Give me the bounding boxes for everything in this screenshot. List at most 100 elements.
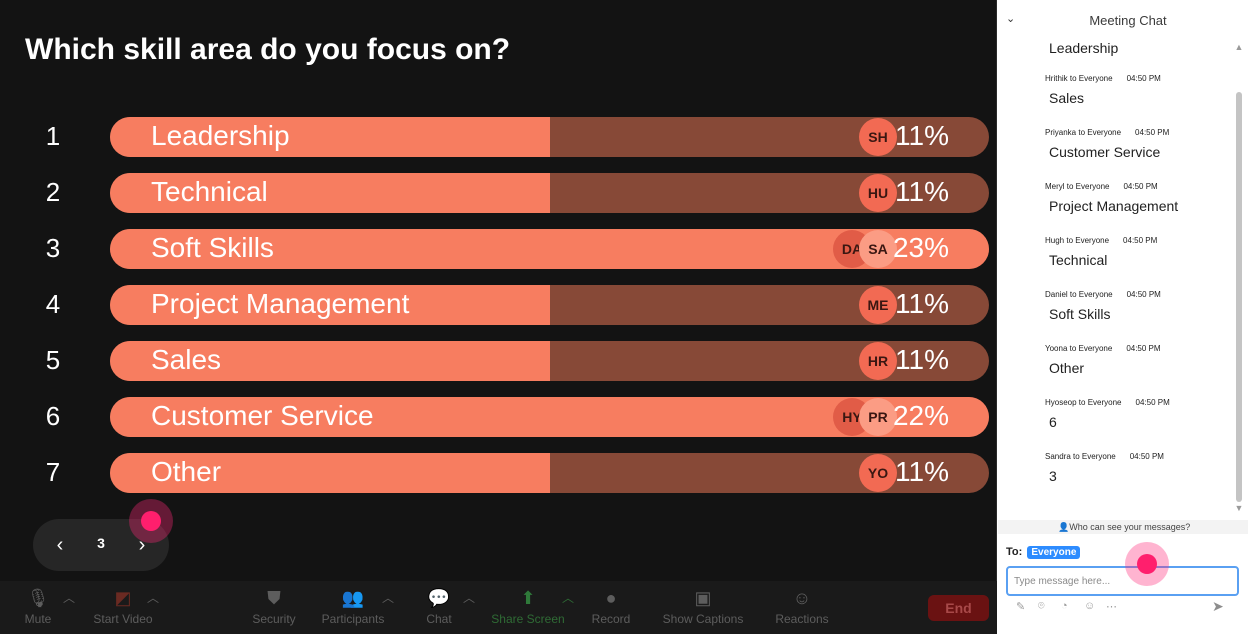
poll-result-bar: Other YO 11%	[110, 453, 989, 493]
poll-option-number: 3	[45, 233, 61, 263]
avatar: SH	[859, 118, 897, 156]
chat-message-sender: Hyoseop to Everyone	[1045, 398, 1122, 407]
recipient-row: To: Everyone	[1006, 546, 1081, 559]
more-icon[interactable]: ⋯	[1106, 601, 1117, 613]
voter-avatars: HR	[859, 342, 897, 380]
chevron-up-icon[interactable]: ︿	[63, 591, 76, 605]
to-label: To:	[1006, 546, 1023, 558]
poll-option-percent: 11%	[895, 288, 949, 319]
record-icon: ●	[605, 588, 617, 608]
mute-button[interactable]: 🎙 Mute	[22, 587, 54, 626]
file-icon[interactable]: ◔	[1061, 600, 1068, 612]
chat-message-time: 04:50 PM	[1126, 74, 1161, 83]
poll-result-bar: Technical HU 11%	[110, 173, 989, 213]
format-icon[interactable]: ✎	[1016, 601, 1026, 613]
participants-icon: 👥	[341, 588, 365, 608]
voter-avatars: SH	[859, 118, 897, 156]
chat-message-text: Other	[1049, 360, 1085, 376]
chat-message-sender: Priyanka to Everyone	[1045, 128, 1122, 137]
show-captions-button[interactable]: ▣ Show Captions	[656, 587, 750, 626]
chat-message-time: 04:50 PM	[1126, 344, 1161, 353]
poll-option-label: Soft Skills	[151, 232, 274, 263]
share-screen-button[interactable]: ⬆ Share Screen	[487, 587, 569, 626]
chat-message-text: 6	[1049, 414, 1057, 430]
chat-message-meta: Hugh to Everyone 04:50 PM	[1045, 236, 1157, 245]
poll-option-row: 7 Other YO 11%	[0, 453, 997, 493]
scrollbar-thumb[interactable]	[1236, 92, 1242, 502]
chat-message-text: Customer Service	[1049, 144, 1161, 160]
end-meeting-button[interactable]: End	[928, 595, 989, 621]
record-button[interactable]: ● Record	[588, 587, 634, 626]
avatar: SA	[859, 230, 897, 268]
poll-option-row: 1 Leadership SH 11%	[0, 117, 997, 157]
chevron-up-icon[interactable]: ︿	[147, 591, 160, 605]
chat-message-meta: Daniel to Everyone 04:50 PM	[1045, 290, 1161, 299]
chat-message-sender: Sandra to Everyone	[1045, 452, 1116, 461]
poll-result-bar: Soft Skills DA SA 23%	[110, 229, 989, 269]
voter-avatars: HY PR	[833, 398, 897, 436]
chevron-up-icon[interactable]: ︿	[463, 591, 476, 605]
voter-avatars: ME	[859, 286, 897, 324]
message-visibility-bar[interactable]: 👤Who can see your messages?	[998, 520, 1248, 534]
chat-message-sender: Yoona to Everyone	[1045, 344, 1113, 353]
message-visibility-link[interactable]: 👤Who can see your messages?	[1058, 522, 1191, 532]
chevron-up-icon[interactable]: ︿	[562, 591, 575, 605]
poll-result-fill	[110, 117, 550, 157]
chat-message-time: 04:50 PM	[1135, 398, 1170, 407]
chat-message-meta: Priyanka to Everyone 04:50 PM	[1045, 128, 1169, 137]
recipient-selector[interactable]: Everyone	[1027, 546, 1081, 559]
scroll-up-icon[interactable]: ▲	[1234, 42, 1244, 52]
person-icon: 👤	[1058, 522, 1070, 532]
poll-option-percent: 11%	[895, 456, 949, 487]
reactions-button[interactable]: ☺ Reactions	[770, 587, 834, 626]
emoji-icon[interactable]: ☺	[1084, 600, 1096, 612]
voter-avatars: YO	[859, 454, 897, 492]
poll-option-label: Leadership	[151, 120, 290, 151]
poll-option-number: 5	[45, 345, 61, 375]
screenshot-icon[interactable]: ⌾	[1038, 600, 1045, 612]
poll-option-number: 1	[45, 121, 61, 151]
send-icon[interactable]: ➤	[1212, 598, 1224, 614]
chat-message-text: 3	[1049, 468, 1057, 484]
previous-page-button[interactable]: ‹	[56, 534, 64, 556]
voter-avatars: HU	[859, 174, 897, 212]
chat-message-text: Project Management	[1049, 198, 1179, 214]
scroll-down-icon[interactable]: ▼	[1234, 503, 1244, 513]
participants-button[interactable]: 👥 Participants	[316, 587, 390, 626]
poll-option-row: 6 Customer Service HY PR 22%	[0, 397, 997, 437]
poll-option-number: 4	[45, 289, 61, 319]
chat-message-time: 04:50 PM	[1129, 452, 1164, 461]
poll-option-number: 7	[45, 457, 61, 487]
poll-result-fill	[110, 341, 550, 381]
chat-message-text: Leadership	[1049, 40, 1119, 56]
meeting-toolbar: 🎙 Mute ︿ ◩ Start Video ︿ ⛊ Security 👥 Pa…	[0, 581, 997, 634]
chevron-down-icon[interactable]: ⌄	[1006, 13, 1016, 25]
chat-bubble-icon: 💬	[427, 588, 451, 608]
next-page-button[interactable]: ›	[138, 534, 146, 556]
poll-option-number: 2	[45, 177, 61, 207]
poll-option-label: Other	[151, 456, 222, 487]
poll-result-fill	[110, 285, 550, 325]
security-button[interactable]: ⛊ Security	[248, 587, 300, 626]
chat-message-time: 04:50 PM	[1126, 290, 1161, 299]
chat-message-list[interactable]: Leadership Hrithik to Everyone 04:50 PM Sa…	[998, 36, 1248, 520]
avatar: PR	[859, 398, 897, 436]
start-video-button[interactable]: ◩ Start Video	[88, 587, 158, 626]
chat-message-input[interactable]	[1006, 566, 1239, 596]
chat-message-time: 04:50 PM	[1123, 236, 1158, 245]
chat-scrollbar[interactable]: ▲ ▼	[1234, 40, 1244, 516]
click-indicator	[129, 499, 173, 543]
poll-result-fill	[110, 453, 550, 493]
chat-button[interactable]: 💬 Chat	[420, 587, 458, 626]
chevron-up-icon[interactable]: ︿	[382, 591, 395, 605]
poll-option-percent: 11%	[895, 344, 949, 375]
shield-icon: ⛊	[267, 588, 281, 608]
poll-option-label: Customer Service	[151, 400, 374, 431]
chat-message-sender: Meryl to Everyone	[1045, 182, 1110, 191]
poll-option-row: 5 Sales HR 11%	[0, 341, 997, 381]
poll-option-percent: 23%	[892, 232, 949, 263]
poll-question: Which skill area do you focus on?	[25, 33, 511, 66]
chat-message-meta: Meryl to Everyone 04:50 PM	[1045, 182, 1158, 191]
poll-result-bar: Project Management ME 11%	[110, 285, 989, 325]
voter-avatars: DA SA	[833, 230, 897, 268]
